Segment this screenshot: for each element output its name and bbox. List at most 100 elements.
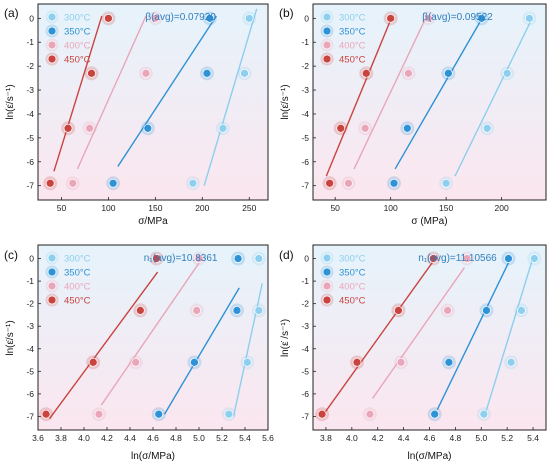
data-point-300c (224, 409, 234, 419)
y-tick-label: -5 (26, 133, 34, 143)
data-point-300c (240, 68, 249, 78)
data-point-450c (136, 306, 145, 315)
x-tick-label: 100 (384, 203, 398, 213)
data-point-350c (504, 254, 513, 263)
legend-marker (322, 295, 332, 305)
data-point-400c (194, 254, 204, 263)
fit-line-450c (53, 15, 103, 172)
x-tick-label: 200 (495, 203, 509, 213)
legend: 300°C 350°C 400°C 450°C (45, 10, 91, 66)
y-tick-label: -4 (301, 344, 309, 354)
plot-marks (43, 8, 258, 191)
y-tick-label: -6 (26, 389, 34, 399)
data-point-300c (242, 357, 252, 367)
data-point-300c (506, 357, 516, 367)
x-tick-label: 250 (242, 203, 256, 213)
data-point-300c (254, 306, 264, 315)
data-point-400c (85, 123, 94, 133)
x-tick-label: 5.0 (193, 433, 205, 443)
data-point-400c (396, 357, 406, 367)
data-point-400c (360, 123, 370, 133)
data-point-450c (352, 357, 362, 367)
legend-marker (47, 281, 57, 291)
x-tick-label: 150 (148, 203, 162, 213)
y-tick-label: -1 (301, 37, 309, 47)
data-point-400c (344, 178, 353, 188)
data-point-450c (63, 123, 73, 133)
legend-marker (47, 295, 57, 305)
data-point-400c (404, 68, 413, 78)
panel-label: (c) (4, 248, 18, 262)
y-tick-label: -1 (301, 276, 309, 286)
data-point-350c (143, 123, 153, 133)
data-point-350c (477, 13, 486, 23)
fit-line-300c (454, 16, 534, 177)
x-tick-label: 3.8 (320, 433, 332, 443)
data-point-350c (190, 357, 199, 367)
y-axis-label: ln(ε̇ /s⁻¹) (280, 319, 291, 357)
legend: 300°C 350°C 400°C 450°C (45, 251, 91, 307)
y-tick-label: -1 (26, 37, 34, 47)
y-tick-label: -5 (301, 133, 309, 143)
legend-marker (322, 281, 332, 291)
x-tick-label: 4.0 (346, 433, 358, 443)
data-point-400c (150, 13, 160, 23)
x-tick-label: 5.0 (475, 433, 487, 443)
legend-marker (47, 267, 57, 277)
data-point-450c (152, 254, 161, 263)
legend-label: 400°C (339, 282, 366, 293)
data-point-300c (188, 178, 198, 188)
y-tick-label: 0 (304, 13, 309, 23)
legend-label: 350°C (64, 268, 91, 279)
y-tick-label: -3 (301, 321, 309, 331)
x-tick-label: 5.4 (527, 433, 539, 443)
data-point-300c (254, 254, 264, 263)
y-tick-label: -4 (26, 109, 34, 119)
legend-label: 350°C (339, 268, 366, 279)
x-tick-label: 4.8 (170, 433, 182, 443)
y-tick-label: -7 (26, 411, 34, 421)
y-tick-label: -5 (301, 366, 309, 376)
data-point-450c (87, 68, 96, 78)
x-tick-label: 4.2 (101, 433, 113, 443)
x-tick-label: 4.0 (78, 433, 90, 443)
y-tick-label: -5 (26, 366, 34, 376)
y-tick-label: -7 (26, 181, 34, 191)
y-axis-label: ln(ε̇/s⁻¹) (5, 320, 16, 355)
y-tick-label: -3 (26, 321, 34, 331)
data-point-300c (502, 68, 512, 78)
y-tick-label: 0 (29, 13, 34, 23)
data-point-350c (232, 306, 242, 315)
data-point-400c (192, 306, 202, 315)
y-tick-label: -2 (26, 299, 34, 309)
y-tick-label: -6 (301, 389, 309, 399)
fit-annotation: β(avg)=0.09522 (422, 12, 493, 23)
fit-annotation: n₁(avg)=10.8361 (144, 253, 218, 264)
data-point-350c (154, 409, 164, 419)
x-tick-label: 150 (439, 203, 453, 213)
data-point-400c (68, 178, 78, 188)
data-point-300c (482, 123, 492, 133)
legend-marker (47, 253, 57, 263)
data-point-450c (104, 13, 113, 23)
legend-label: 400°C (339, 41, 366, 52)
data-point-350c (233, 254, 243, 263)
legend-marker (322, 54, 332, 64)
chart-panel-2: (b) σ (MPa) ln(ε̇/s⁻¹) 50 100 150 200 0 -1 -2 -3 -4… (279, 3, 547, 227)
data-point-300c (525, 13, 534, 23)
x-tick-label: 3.8 (55, 433, 67, 443)
legend-label: 450°C (64, 55, 91, 66)
plot-background (313, 245, 546, 430)
data-point-450c (317, 409, 327, 419)
data-point-350c (108, 178, 118, 188)
data-point-450c (394, 306, 403, 315)
x-tick-label: 4.2 (372, 433, 384, 443)
legend-marker (322, 12, 332, 22)
plot-marks (315, 251, 542, 422)
x-axis-label: σ (MPa) (411, 216, 447, 227)
legend-label: 450°C (339, 296, 366, 307)
legend-marker (322, 267, 332, 277)
data-point-450c (88, 357, 98, 367)
data-point-350c (482, 306, 491, 315)
data-point-400c (462, 254, 472, 263)
